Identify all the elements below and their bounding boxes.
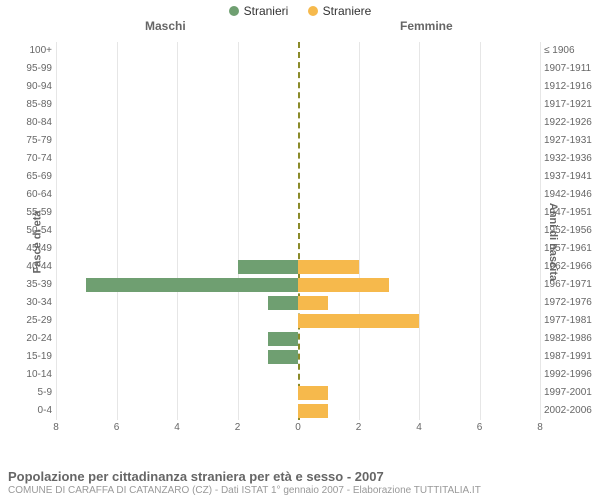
age-row: 30-341972-1976 [56,294,540,312]
age-label: 80-84 [16,114,52,132]
birth-year-label: 1907-1911 [544,60,596,78]
birth-year-label: 1932-1936 [544,150,596,168]
birth-year-label: 1967-1971 [544,276,596,294]
age-label: 50-54 [16,222,52,240]
x-tick-label: 4 [174,422,180,433]
age-row: 95-991907-1911 [56,60,540,78]
bar-female [298,386,328,400]
age-label: 55-59 [16,204,52,222]
age-row: 80-841922-1926 [56,114,540,132]
age-row: 50-541952-1956 [56,222,540,240]
age-label: 10-14 [16,366,52,384]
birth-year-label: 1992-1996 [544,366,596,384]
x-tick-label: 6 [477,422,483,433]
birth-year-label: 1987-1991 [544,348,596,366]
birth-year-label: 1937-1941 [544,168,596,186]
age-row: 10-141992-1996 [56,366,540,384]
bar-female [298,296,328,310]
bar-male [268,296,298,310]
age-row: 70-741932-1936 [56,150,540,168]
age-label: 30-34 [16,294,52,312]
age-label: 40-44 [16,258,52,276]
footer-subtitle: COMUNE DI CARAFFA DI CATANZARO (CZ) - Da… [8,485,592,496]
age-row: 75-791927-1931 [56,132,540,150]
bar-female [298,404,328,418]
legend-swatch-male [229,6,239,16]
bar-male [238,260,299,274]
age-label: 25-29 [16,312,52,330]
age-row: 65-691937-1941 [56,168,540,186]
age-label: 15-19 [16,348,52,366]
legend: Stranieri Straniere [0,0,600,19]
birth-year-label: 1962-1966 [544,258,596,276]
bar-male [86,278,298,292]
age-row: 85-891917-1921 [56,96,540,114]
age-label: 60-64 [16,186,52,204]
age-label: 20-24 [16,330,52,348]
x-tick-label: 4 [416,422,422,433]
birth-year-label: 1912-1916 [544,78,596,96]
x-tick-label: 2 [356,422,362,433]
footer-title: Popolazione per cittadinanza straniera p… [8,469,592,484]
legend-label-female: Straniere [323,4,372,18]
birth-year-label: 1977-1981 [544,312,596,330]
side-title-female: Femmine [400,19,453,33]
bar-female [298,278,389,292]
legend-label-male: Stranieri [244,4,289,18]
legend-item-female: Straniere [308,4,372,18]
gridline [540,42,541,420]
bar-male [268,350,298,364]
bar-female [298,260,359,274]
age-label: 70-74 [16,150,52,168]
birth-year-label: ≤ 1906 [544,42,596,60]
birth-year-label: 1982-1986 [544,330,596,348]
age-label: 65-69 [16,168,52,186]
plot: 100+≤ 190695-991907-191190-941912-191685… [56,42,540,420]
side-title-male: Maschi [145,19,186,33]
age-row: 55-591947-1951 [56,204,540,222]
bar-male [268,332,298,346]
age-label: 35-39 [16,276,52,294]
age-row: 40-441962-1966 [56,258,540,276]
age-label: 5-9 [16,384,52,402]
age-label: 85-89 [16,96,52,114]
age-label: 45-49 [16,240,52,258]
birth-year-label: 1957-1961 [544,240,596,258]
legend-swatch-female [308,6,318,16]
birth-year-label: 1972-1976 [544,294,596,312]
age-row: 100+≤ 1906 [56,42,540,60]
x-tick-label: 8 [53,422,59,433]
age-label: 95-99 [16,60,52,78]
age-label: 100+ [16,42,52,60]
age-label: 90-94 [16,78,52,96]
age-row: 20-241982-1986 [56,330,540,348]
legend-item-male: Stranieri [229,4,289,18]
birth-year-label: 2002-2006 [544,402,596,420]
x-tick-label: 6 [114,422,120,433]
birth-year-label: 1997-2001 [544,384,596,402]
birth-year-label: 1927-1931 [544,132,596,150]
age-row: 25-291977-1981 [56,312,540,330]
birth-year-label: 1952-1956 [544,222,596,240]
birth-year-label: 1922-1926 [544,114,596,132]
age-row: 0-42002-2006 [56,402,540,420]
bar-female [298,314,419,328]
x-tick-label: 0 [295,422,301,433]
age-row: 15-191987-1991 [56,348,540,366]
age-row: 45-491957-1961 [56,240,540,258]
birth-year-label: 1947-1951 [544,204,596,222]
age-label: 0-4 [16,402,52,420]
age-row: 35-391967-1971 [56,276,540,294]
age-row: 90-941912-1916 [56,78,540,96]
birth-year-label: 1942-1946 [544,186,596,204]
footer: Popolazione per cittadinanza straniera p… [8,469,592,496]
x-tick-label: 2 [235,422,241,433]
side-titles: Maschi Femmine [0,19,600,37]
chart-area: Fasce di età Anni di nascita 100+≤ 19069… [56,42,540,442]
x-tick-label: 8 [537,422,543,433]
birth-year-label: 1917-1921 [544,96,596,114]
age-row: 60-641942-1946 [56,186,540,204]
age-row: 5-91997-2001 [56,384,540,402]
age-label: 75-79 [16,132,52,150]
